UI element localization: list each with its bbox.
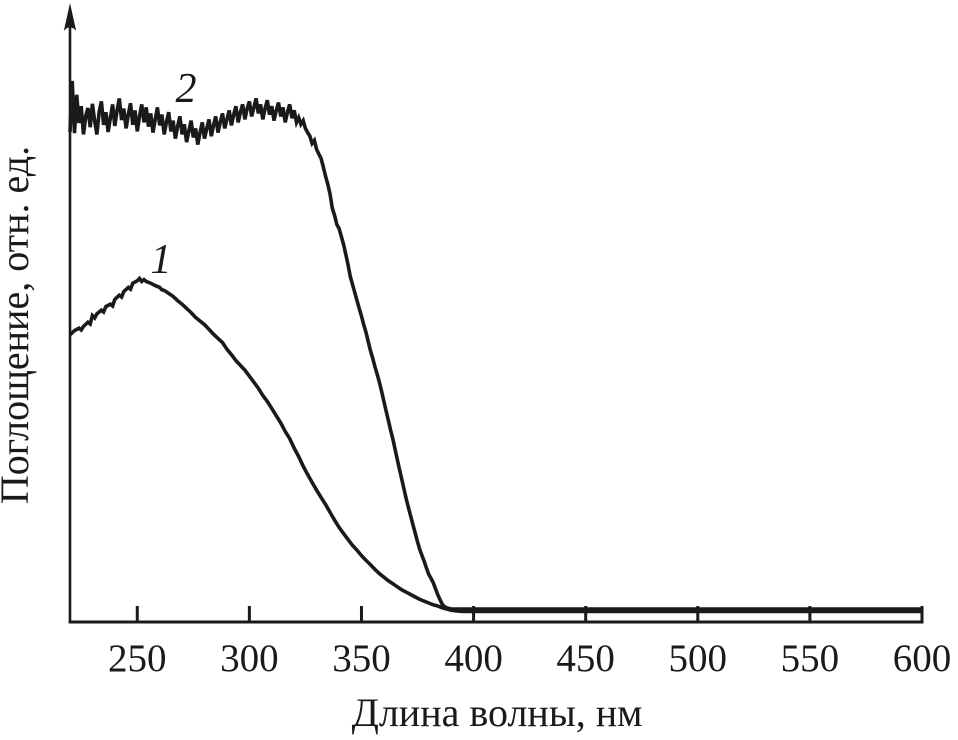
curve-1 [68,275,922,614]
y-axis-arrow-icon [63,3,77,31]
curve-2 [68,80,922,611]
x-tick-label: 550 [781,637,840,680]
x-tick-label: 250 [108,637,167,680]
curve-1-label: 1 [151,237,172,283]
curve-2-label: 2 [176,66,197,112]
plot-area: 250 300 350 400 450 500 550 600 [68,80,952,680]
x-axis-title: Длина волны, нм [352,690,643,735]
x-tick-label: 300 [220,637,279,680]
x-tick-label: 350 [332,637,391,680]
x-tick-label: 400 [444,637,503,680]
x-tick-label: 450 [556,637,615,680]
x-tick-label: 500 [669,637,728,680]
x-tick-label: 600 [893,637,952,680]
y-axis-title: Поглощение, отн. ед. [0,146,37,504]
